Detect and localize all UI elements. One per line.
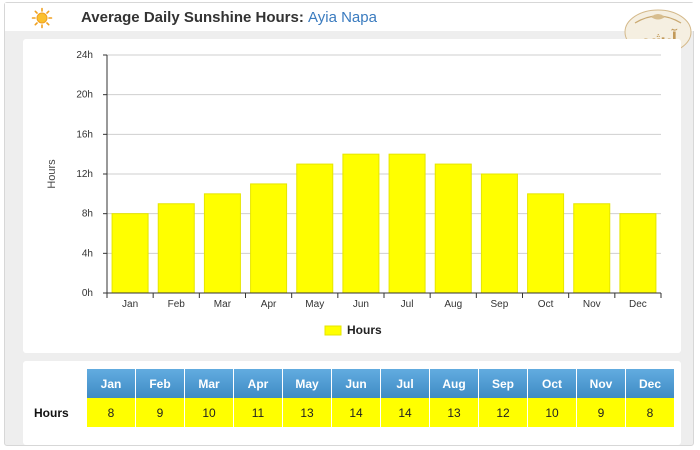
table-cell-may: 13 [283,398,331,427]
y-axis-label: Hours [46,159,58,189]
table-header-apr: Apr [234,369,282,398]
table-cell-jul: 14 [381,398,429,427]
table-header-feb: Feb [136,369,184,398]
bars [111,153,657,294]
page-title: Average Daily Sunshine Hours: Ayia Napa [81,9,377,26]
table-cell-sep: 12 [479,398,527,427]
page-frame: Average Daily Sunshine Hours: Ayia Napa … [4,2,695,446]
x-tick-label: Oct [538,299,554,310]
header: Average Daily Sunshine Hours: Ayia Napa … [5,3,695,55]
x-tick-label: Aug [444,299,462,310]
table-row: Hours 8 9 10 11 13 14 14 13 12 10 9 8 [30,398,674,427]
table-corner [30,369,86,398]
table-header-nov: Nov [577,369,625,398]
table-cell-jun: 14 [332,398,380,427]
table-header-aug: Aug [430,369,478,398]
grid-lines [107,54,661,254]
legend-label: Hours [347,323,382,337]
x-tick-label: Apr [261,299,277,310]
table-cell-aug: 13 [430,398,478,427]
table-cell-mar: 10 [185,398,233,427]
y-tick-label: 20h [76,90,93,101]
table-cell-jan: 8 [87,398,135,427]
x-tick-label: Jan [122,299,138,310]
x-tick-label: Mar [214,299,232,310]
table-cell-apr: 11 [234,398,282,427]
legend[interactable]: Hours [324,323,382,337]
location-name: Ayia Napa [308,9,377,26]
y-tick-label: 16h [76,129,93,140]
table-header-mar: Mar [185,369,233,398]
bar-aug[interactable] [434,163,472,294]
x-tick-label: Dec [629,299,647,310]
sunshine-table: Jan Feb Mar Apr May Jun Jul Aug Sep Oct Nov Dec Hou… [29,369,675,427]
bar-jul[interactable] [388,153,426,294]
table-cell-oct: 10 [528,398,576,427]
x-tick-label: Feb [168,299,186,310]
table-header-sep: Sep [479,369,527,398]
table-header-oct: Oct [528,369,576,398]
y-axis-ticks: 0h 4h 8h 12h 16h 20h 24h [76,50,107,299]
bar-dec[interactable] [619,213,657,294]
y-tick-label: 12h [76,169,93,180]
bar-apr[interactable] [250,183,288,294]
legend-swatch [324,325,342,336]
bar-jan[interactable] [111,213,149,294]
y-tick-label: 8h [82,209,93,220]
bar-feb[interactable] [157,203,195,294]
x-tick-label: May [305,299,324,310]
x-tick-label: Jun [353,299,369,310]
y-tick-label: 0h [82,288,93,299]
table-header-jul: Jul [381,369,429,398]
y-tick-label: 4h [82,248,93,259]
table-header-may: May [283,369,331,398]
x-tick-label: Sep [491,299,509,310]
bar-chart: 0h 4h 8h 12h 16h 20h 24h Jan Feb Mar Apr May Jun Jul… [46,50,662,337]
table-cell-dec: 8 [626,398,674,427]
title-text: Average Daily Sunshine Hours: [81,9,304,26]
table-header-dec: Dec [626,369,674,398]
table-cell-nov: 9 [577,398,625,427]
x-tick-label: Nov [583,299,601,310]
table-row-label: Hours [30,398,86,427]
bar-may[interactable] [296,163,334,294]
sun-icon [31,7,53,29]
data-table-panel: Jan Feb Mar Apr May Jun Jul Aug Sep Oct Nov Dec Hou… [23,361,681,445]
table-header-row: Jan Feb Mar Apr May Jun Jul Aug Sep Oct Nov Dec [30,369,674,398]
bar-jun[interactable] [342,153,380,294]
bar-mar[interactable] [203,193,241,294]
y-tick-label: 24h [76,50,93,61]
x-axis-ticks: Jan Feb Mar Apr May Jun Jul Aug Sep Oct Nov Dec [106,293,662,310]
bar-oct[interactable] [527,193,565,294]
chart-panel: 0h 4h 8h 12h 16h 20h 24h Jan Feb Mar Apr May Jun Jul… [23,39,681,353]
bar-nov[interactable] [573,203,611,294]
x-tick-label: Jul [401,299,414,310]
bar-sep[interactable] [480,173,518,294]
table-header-jun: Jun [332,369,380,398]
table-cell-feb: 9 [136,398,184,427]
table-header-jan: Jan [87,369,135,398]
